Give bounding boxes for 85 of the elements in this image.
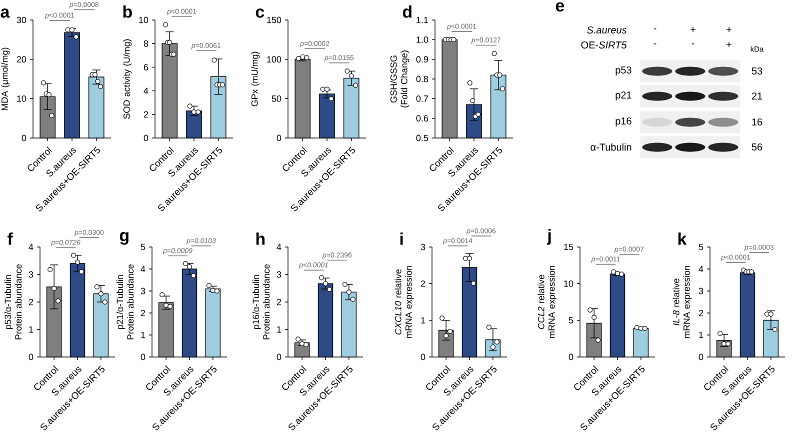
y-axis-title: MDA (μmol/mg) bbox=[1, 48, 10, 110]
y-tick-label: 3 bbox=[698, 288, 704, 294]
chart-title: d bbox=[402, 5, 412, 18]
y-tick-label: 4 bbox=[140, 266, 146, 272]
y-tick-label: 5 bbox=[568, 317, 574, 324]
y-tick-label: 1 bbox=[29, 326, 34, 333]
y-tick-label: 0 bbox=[140, 354, 146, 360]
y-tick-label: 4 bbox=[276, 244, 282, 250]
y-tick-label: 5 bbox=[140, 244, 146, 250]
y-tick-label: 0 bbox=[28, 354, 34, 360]
y-tick-label: 0 bbox=[276, 354, 282, 360]
y-tick-label: 0.7 bbox=[416, 95, 428, 102]
y-tick-label: 0 bbox=[144, 134, 148, 142]
y-tick-label: 150 bbox=[267, 16, 282, 24]
text: p21 bbox=[616, 91, 632, 101]
chart-title: f bbox=[8, 232, 13, 245]
y-axis-title: p21/α-Tubulin Protein abundance bbox=[116, 264, 134, 340]
text: S.aureus bbox=[587, 26, 627, 34]
text: p16 bbox=[616, 117, 632, 127]
y-tick-label: 0 bbox=[420, 354, 426, 360]
y-tick-label: 0.9 bbox=[416, 56, 428, 63]
y-tick-label: 2 bbox=[28, 298, 34, 306]
text: 53 bbox=[752, 67, 762, 75]
y-tick-label: 5 bbox=[698, 244, 704, 250]
text: 21 bbox=[752, 92, 762, 100]
y-tick-label: 1.1 bbox=[416, 16, 428, 24]
y-tick-label: 3 bbox=[420, 244, 426, 250]
y-axis-title: GPx (mU/mg) bbox=[251, 52, 260, 106]
y-tick-label: 30 bbox=[16, 16, 26, 24]
y-tick-label: 0 bbox=[568, 354, 574, 360]
text: α-Tubulin bbox=[590, 143, 632, 151]
chart-title: a bbox=[0, 8, 10, 18]
chart-title: j bbox=[546, 228, 551, 245]
y-tick-label: 2 bbox=[144, 111, 148, 118]
chart-title: c bbox=[256, 8, 264, 18]
y-tick-label: 6 bbox=[144, 64, 148, 70]
y-tick-label: 10 bbox=[139, 16, 148, 24]
y-tick-label: 4 bbox=[144, 88, 148, 94]
y-tick-label: 1 bbox=[141, 332, 146, 338]
y-tick-label: 2 bbox=[140, 310, 146, 316]
y-tick-label: 2 bbox=[698, 310, 704, 316]
y-axis-title: p16/α-Tubulin Protein abundance bbox=[252, 264, 270, 340]
chart-title: b bbox=[123, 5, 132, 18]
y-tick-label: 0 bbox=[276, 134, 282, 142]
chart-title: i bbox=[400, 232, 403, 245]
text: p53 bbox=[616, 66, 632, 76]
y-tick-label: 100 bbox=[267, 56, 282, 63]
y-tick-label: 10 bbox=[564, 280, 574, 287]
y-axis-title: SOD activity (U/mg) bbox=[123, 39, 132, 119]
y-tick-label: 4 bbox=[28, 244, 34, 250]
chart-title: h bbox=[256, 232, 265, 245]
y-tick-label: 1 bbox=[699, 332, 704, 338]
text: 56 bbox=[752, 143, 762, 151]
y-tick-label: 2 bbox=[276, 298, 282, 306]
text: + bbox=[726, 42, 732, 47]
y-tick-label: 0.6 bbox=[416, 115, 428, 122]
text: - bbox=[692, 43, 694, 44]
chart-title: g bbox=[120, 232, 128, 245]
text: e bbox=[556, 2, 564, 12]
y-tick-label: 0.8 bbox=[416, 76, 428, 82]
y-axis-title: GSH/GSSG (Fold Change) bbox=[390, 50, 410, 108]
y-tick-label: 2 bbox=[420, 280, 426, 287]
text: OE-SIRT5 bbox=[581, 41, 627, 49]
text: + bbox=[726, 27, 732, 32]
y-tick-label: 15 bbox=[564, 244, 574, 250]
y-tick-label: 0.5 bbox=[416, 134, 428, 142]
y-tick-label: 3 bbox=[276, 271, 282, 278]
y-tick-label: 0 bbox=[698, 354, 704, 360]
y-tick-label: 50 bbox=[272, 95, 282, 102]
text: - bbox=[654, 43, 656, 44]
y-tick-label: 10 bbox=[17, 95, 26, 102]
y-tick-label: 3 bbox=[140, 288, 146, 294]
y-tick-label: 1.0 bbox=[416, 36, 428, 43]
y-tick-label: 20 bbox=[16, 56, 26, 63]
y-tick-label: 0 bbox=[22, 134, 26, 142]
y-tick-label: 3 bbox=[28, 271, 34, 278]
text: - bbox=[654, 28, 656, 30]
chart-title: k bbox=[678, 232, 687, 245]
y-tick-label: 4 bbox=[698, 266, 704, 272]
y-tick-label: 1 bbox=[421, 317, 426, 324]
y-axis-title: p53/α-Tubulin Protein abundance bbox=[4, 264, 22, 340]
y-tick-label: 1 bbox=[277, 326, 282, 333]
y-tick-label: 8 bbox=[144, 40, 148, 47]
text: + bbox=[690, 27, 696, 32]
text: 16 bbox=[752, 118, 762, 126]
